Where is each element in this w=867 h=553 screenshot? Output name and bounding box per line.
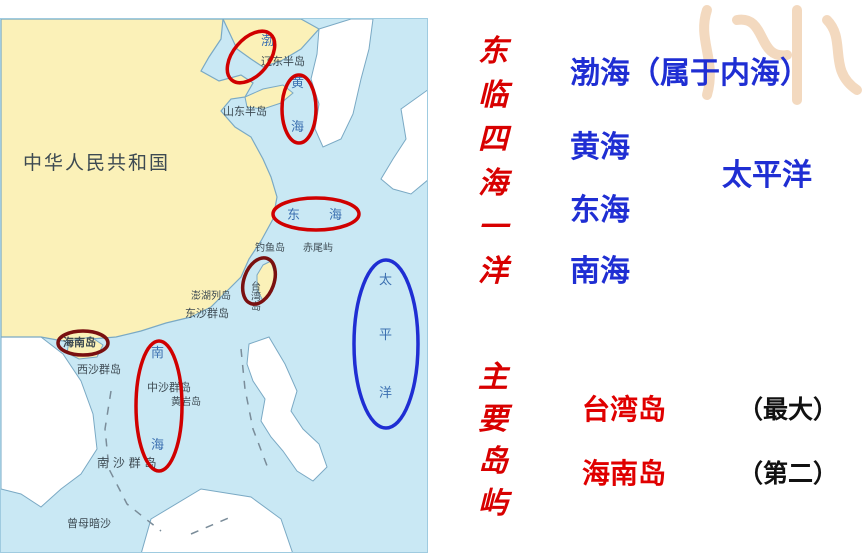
title-char: 临: [478, 78, 508, 113]
xisha-label: 西沙群岛: [77, 362, 121, 376]
nanhai-label-1: 南: [151, 345, 164, 361]
pacific-label-2: 平: [379, 328, 392, 343]
title-char: 四: [478, 122, 508, 157]
liaodong-peninsula: [222, 19, 320, 68]
chiwei-label: 赤尾屿: [303, 242, 333, 254]
japan-islands: [380, 89, 427, 195]
bohai-ring: [225, 29, 277, 85]
title-char: 一: [478, 210, 508, 245]
sea-item-bohai: 渤海（属于内海）: [570, 56, 810, 91]
title-char: 主: [478, 360, 508, 395]
china-sea-map: 中华人民共和国 辽东半岛 山东半岛 渤 黄 海 东 海 南 海 太 平 洋 钓鱼…: [0, 18, 428, 553]
penghu-label: 澎湖列岛: [191, 289, 231, 302]
nanhai-label-2: 海: [151, 438, 164, 453]
shandong-label: 山东半岛: [223, 104, 267, 118]
ocean-item-pacific: 太平洋: [722, 158, 812, 193]
title-char: 海: [478, 166, 508, 201]
korea-peninsula: [310, 19, 374, 148]
zhongsha-label: 中沙群岛: [147, 380, 191, 394]
maritime-boundary: [104, 348, 270, 535]
donghai-label-1: 东: [287, 208, 300, 223]
diaoyu-label: 钓鱼岛: [255, 241, 285, 254]
china-mainland: [1, 19, 278, 342]
donghai-label-2: 海: [329, 208, 342, 223]
title-main-islands: 主 要 岛 屿: [473, 357, 513, 525]
donghai-ring: [271, 196, 361, 232]
hainan-label: 海南岛: [63, 335, 96, 349]
huanghai-ring: [280, 73, 318, 145]
island-item-hainan: 海南岛: [582, 457, 667, 490]
taiwan-label: 台湾岛: [249, 280, 261, 312]
title-char: 屿: [478, 486, 508, 521]
hainan-ring: [56, 329, 110, 357]
philippines: [246, 336, 328, 482]
huanghai-label-1: 黄: [291, 76, 304, 91]
pacific-label-1: 太: [379, 273, 392, 288]
island-note-taiwan: （最大）: [738, 395, 839, 424]
title-char: 东: [478, 34, 508, 69]
nanhai-ring: [134, 339, 184, 473]
title-char: 要: [478, 402, 508, 437]
borneo: [141, 488, 293, 552]
huanghai-label-2: 海: [291, 120, 304, 135]
title-char: 岛: [478, 444, 508, 479]
indochina: [1, 336, 98, 508]
sea-item-nanhai: 南海: [570, 254, 630, 289]
title-east-four-seas: 东 临 四 海 一 洋: [473, 30, 513, 294]
nansha-label: 南 沙 群 岛: [97, 455, 156, 470]
map-canvas: 中华人民共和国 辽东半岛 山东半岛 渤 黄 海 东 海 南 海 太 平 洋 钓鱼…: [1, 19, 427, 552]
country-label: 中华人民共和国: [23, 152, 170, 174]
sea-item-huanghai: 黄海: [570, 130, 630, 165]
taiwan-island: [256, 260, 276, 302]
title-char: 洋: [478, 254, 508, 289]
island-note-hainan: （第二）: [738, 459, 839, 488]
zengmu-label: 曾母暗沙: [67, 516, 111, 530]
pacific-label-3: 洋: [379, 386, 392, 401]
huangyan-label: 黄岩岛: [171, 395, 201, 408]
dongsha-label: 东沙群岛: [185, 306, 229, 320]
island-item-taiwan: 台湾岛: [582, 393, 667, 426]
pacific-ring: [352, 258, 420, 430]
sea-item-donghai: 东海: [570, 193, 630, 228]
taiwan-ring: [240, 256, 278, 306]
